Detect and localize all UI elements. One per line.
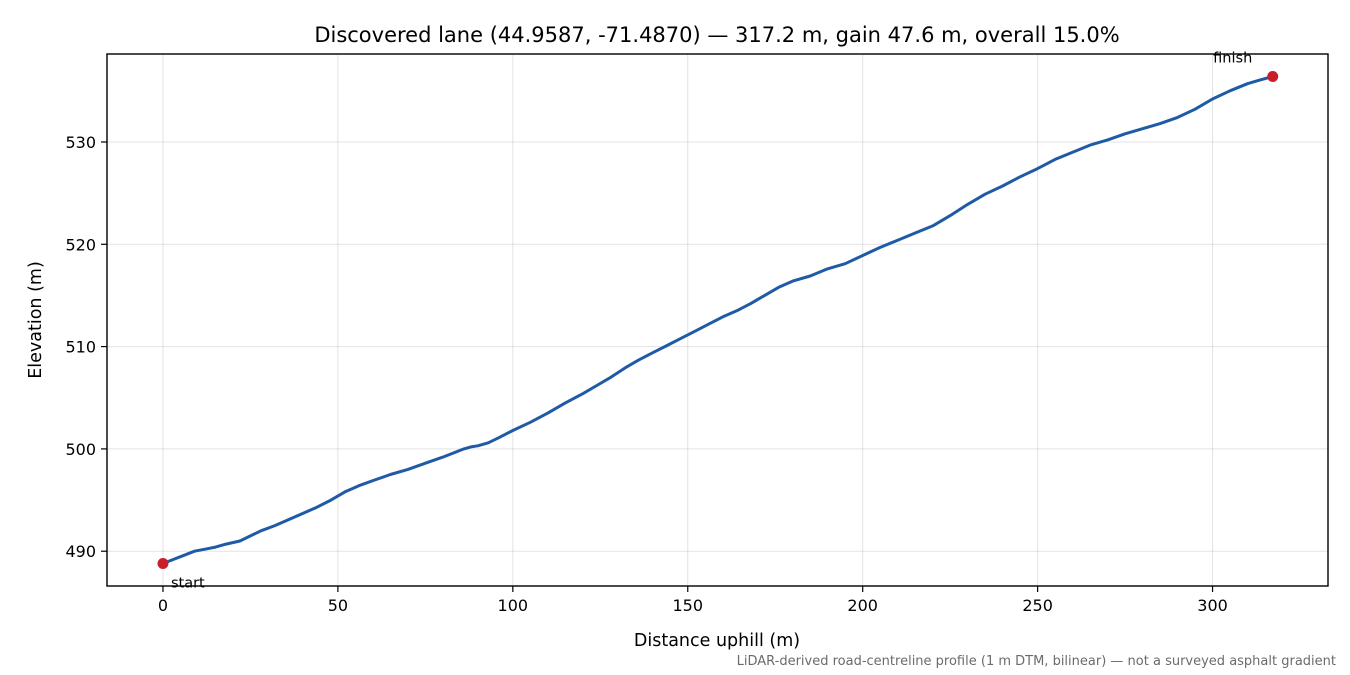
y-axis-label: Elevation (m) [26, 261, 46, 379]
y-tick-label: 520 [65, 235, 96, 254]
chart-title: Discovered lane (44.9587, -71.4870) — 31… [314, 23, 1119, 47]
x-tick-label: 50 [328, 596, 348, 615]
x-tick-label: 150 [672, 596, 703, 615]
plot-frame [106, 53, 1329, 587]
y-tick-label: 530 [65, 133, 96, 152]
y-tick-label: 510 [65, 338, 96, 357]
chart-footnote: LiDAR-derived road-centreline profile (1… [737, 654, 1336, 669]
point-annotations: start finish [171, 51, 1252, 592]
x-tick-label: 100 [498, 596, 529, 615]
start-point-marker [157, 557, 169, 569]
elevation-series-line [161, 75, 1275, 565]
x-tick-label: 250 [1022, 596, 1053, 615]
finish-label: finish [1213, 51, 1252, 67]
x-tick-label: 200 [847, 596, 878, 615]
y-tick-label: 500 [65, 440, 96, 459]
x-axis-label: Distance uphill (m) [634, 631, 800, 651]
plot-series [161, 75, 1275, 565]
y-axis-ticks: 490 500 510 520 530 [65, 133, 107, 561]
finish-point-marker [1267, 71, 1279, 83]
x-tick-label: 0 [158, 596, 168, 615]
start-label: start [171, 575, 205, 591]
endpoint-markers [157, 71, 1279, 569]
x-tick-label: 300 [1197, 596, 1228, 615]
y-tick-label: 490 [65, 542, 96, 561]
grid-lines [107, 54, 1328, 586]
x-axis-ticks: 0 50 100 150 200 250 300 [158, 586, 1228, 615]
